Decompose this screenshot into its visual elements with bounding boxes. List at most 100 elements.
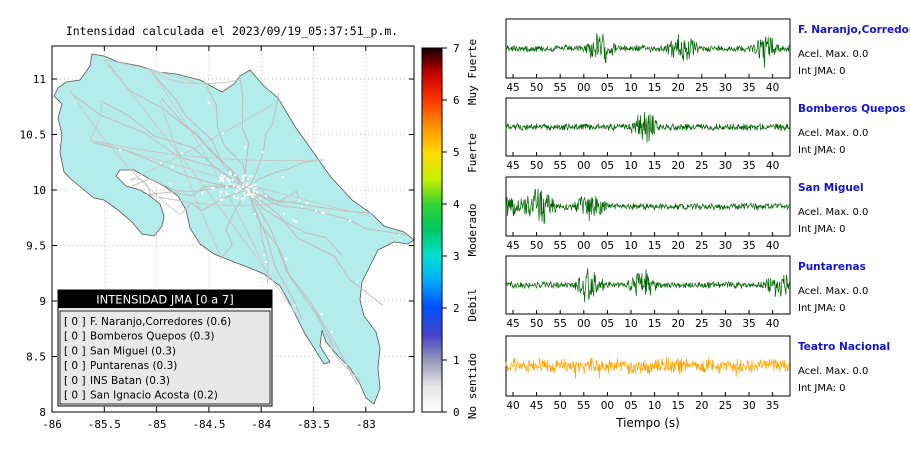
map-y-axis: 11 10.5 10 9.5 9 8.5 8 xyxy=(20,73,414,419)
waveform-tick-label: 00 xyxy=(577,82,590,94)
map-town xyxy=(223,175,226,178)
map-town xyxy=(201,192,204,195)
waveform-tick-label: 15 xyxy=(672,400,685,412)
waveform-tick-label: 50 xyxy=(530,240,543,252)
map-x-tick-label: -83.5 xyxy=(297,418,330,431)
map-town xyxy=(397,234,400,237)
map-town xyxy=(248,190,251,193)
waveform-tick-label: 10 xyxy=(624,318,637,330)
waveform-tick-label: 15 xyxy=(648,160,661,172)
map-town xyxy=(234,174,237,177)
map-town xyxy=(235,196,238,199)
map-town xyxy=(235,190,238,193)
waveform-tick-label: 50 xyxy=(554,400,567,412)
map-town xyxy=(220,178,223,181)
waveform-tick-label: 55 xyxy=(554,160,567,172)
map-town xyxy=(221,180,224,183)
map-town xyxy=(242,183,245,186)
waveform-tick-label: 50 xyxy=(530,82,543,94)
waveform-tick-label: 50 xyxy=(530,318,543,330)
map-town xyxy=(305,202,308,205)
legend-rows: [ 0 ] F. Naranjo,Corredores (0.6) [ 0 ] Bom… xyxy=(64,316,231,402)
map-town xyxy=(259,197,262,200)
waveform-tick-label: 20 xyxy=(672,240,685,252)
station-acel: Acel. Max. 0.0 xyxy=(798,49,868,60)
map-town xyxy=(253,183,256,186)
map-y-tick-label: 8.5 xyxy=(26,351,46,364)
map-town xyxy=(219,177,222,180)
map-road xyxy=(181,189,249,214)
map-y-tick-label: 10.5 xyxy=(20,129,47,142)
map-town xyxy=(210,186,213,189)
map-road xyxy=(247,189,303,321)
legend-station: Bomberos Quepos (0.3) xyxy=(90,331,214,343)
station-jma: Int JMA: 0 xyxy=(798,145,846,156)
map-road xyxy=(89,99,102,141)
waveform-trace xyxy=(505,188,790,224)
map-road xyxy=(215,246,221,256)
waveform-tick-label: 15 xyxy=(648,318,661,330)
map-town xyxy=(225,185,228,188)
color-scale-labels: No sentido Debil Moderado Fuerte Muy Fuerte xyxy=(466,39,479,419)
waveform-tick-label: 00 xyxy=(577,240,590,252)
waveform-tick-label: 45 xyxy=(506,160,519,172)
map-town xyxy=(251,184,254,187)
map-x-tick-label: -85 xyxy=(147,418,167,431)
map-town xyxy=(227,179,230,182)
legend-station: San Ignacio Acosta (0.2) xyxy=(90,390,218,402)
map-road xyxy=(247,189,269,283)
map-road xyxy=(129,99,281,181)
map-town xyxy=(281,175,284,178)
waveform-tick-label: 10 xyxy=(624,82,637,94)
map-x-axis: -86 -85.5 -85 -84.5 -84 -83.5 -83 xyxy=(42,46,376,431)
map-town xyxy=(212,187,215,190)
map-roads xyxy=(69,59,407,386)
map-town xyxy=(263,254,266,257)
map-road xyxy=(247,189,407,236)
map-town xyxy=(145,181,148,184)
map-town xyxy=(248,175,251,178)
time-axis-label: Tiempo (s) xyxy=(615,416,680,430)
color-scale-ticks: 0 1 2 3 4 5 6 7 xyxy=(442,42,460,419)
map-town xyxy=(298,199,301,202)
map-road xyxy=(103,59,301,321)
color-scale-tick-label: 2 xyxy=(453,302,460,315)
waveform-tick-label: 35 xyxy=(742,240,755,252)
map-town xyxy=(265,261,268,264)
legend-badge: [ 0 ] xyxy=(64,390,86,402)
map-town xyxy=(251,193,254,196)
map-town xyxy=(218,176,221,179)
map-town xyxy=(251,195,254,198)
waveform-tick-label: 25 xyxy=(695,82,708,94)
station-jma: Int JMA: 0 xyxy=(798,224,846,235)
waveform-tick-label: 25 xyxy=(719,400,732,412)
map-town xyxy=(157,194,160,197)
map-road xyxy=(72,94,249,191)
color-scale-tick-label: 1 xyxy=(453,354,460,367)
map-frame xyxy=(51,45,415,413)
legend-badge: [ 0 ] xyxy=(64,345,86,357)
map-town xyxy=(226,193,229,196)
waveform-panels: 45 50 55 00 05 10 15 20 25 30 35 40 F. Naranjo,Corre… xyxy=(505,18,910,412)
map-town xyxy=(253,193,256,196)
waveform-tick-label: 55 xyxy=(554,318,567,330)
map-town xyxy=(241,179,244,182)
intensity-legend: INTENSIDAD JMA [0 a 7] [ 0 ] F. Naranjo,C… xyxy=(57,289,273,407)
map-town xyxy=(247,189,250,192)
color-scale-tick-label: 0 xyxy=(453,406,460,419)
station-name: San Miguel xyxy=(798,182,864,194)
map-road xyxy=(329,339,361,381)
legend-station: Puntarenas (0.3) xyxy=(90,360,177,372)
station-name: Bomberos Quepos xyxy=(798,103,906,115)
map-road xyxy=(148,68,249,191)
map-town xyxy=(248,185,251,188)
map-town xyxy=(159,162,162,165)
color-scale-category-label: Moderado xyxy=(466,204,479,257)
map-x-tick-label: -85.5 xyxy=(88,418,121,431)
map-town xyxy=(240,198,243,201)
waveform-tick-label: 10 xyxy=(624,240,637,252)
waveform-trace xyxy=(505,356,790,380)
map-town xyxy=(331,330,334,333)
map-town xyxy=(208,102,211,105)
